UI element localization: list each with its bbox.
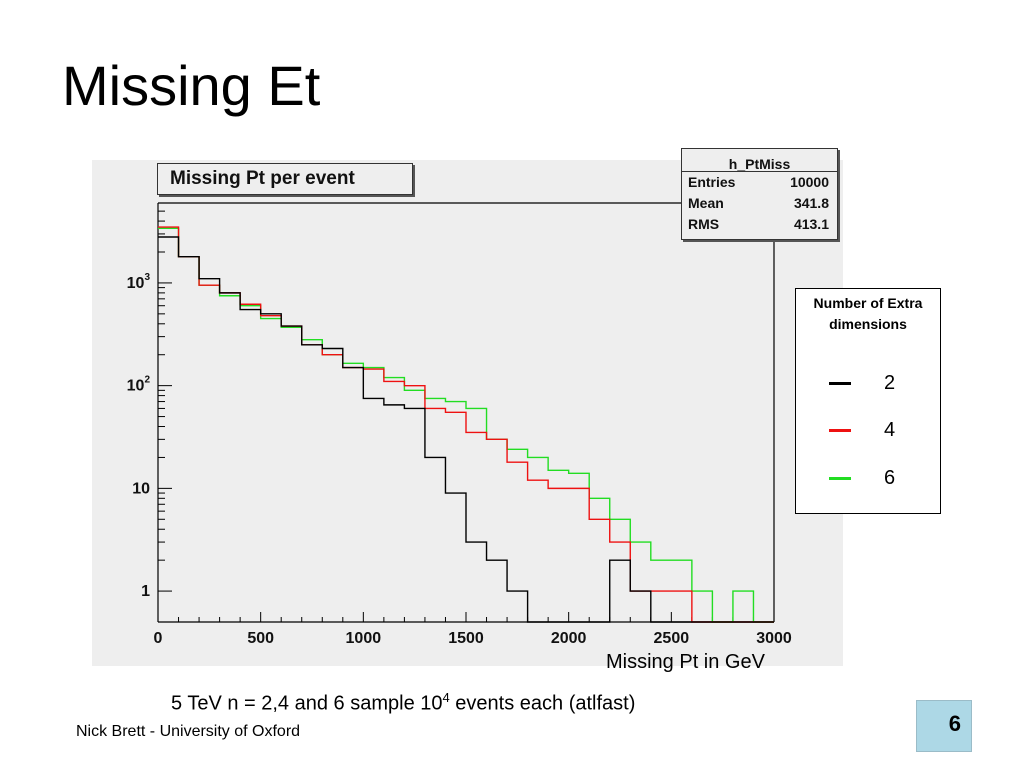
stats-key: RMS [688,216,720,232]
stats-row-entries: Entries 10000 [682,172,837,193]
caption-text: 5 TeV n = 2,4 and 6 sample 10 [171,692,443,715]
y-tick-label: 103 [127,272,151,292]
stats-key: Mean [688,195,724,211]
legend-label: 6 [884,467,896,489]
x-tick-label: 2000 [551,630,587,647]
stats-value: 413.1 [793,216,829,232]
stats-key: Entries [688,174,736,190]
stats-row-rms: RMS 413.1 [682,214,837,235]
y-tick-label: 102 [127,375,151,395]
legend-title: Number of Extra dimensions [813,295,923,332]
stats-header: h_PtMiss [682,149,837,172]
x-tick-label: 2500 [654,630,690,647]
legend-item-2: 2 [796,371,940,395]
x-tick-label: 3000 [756,630,792,647]
caption: 5 TeV n = 2,4 and 6 sample 104 events ea… [171,690,635,716]
legend: Number of Extra dimensions 2 4 6 [795,288,941,514]
y-tick-label: 10 [132,480,150,497]
legend-label: 2 [884,372,896,394]
stats-row-mean: Mean 341.8 [682,193,837,214]
legend-swatch [829,477,851,480]
slide-title: Missing Et [62,54,321,117]
x-tick-label: 500 [247,630,274,647]
x-tick-label: 1000 [346,630,382,647]
stats-value: 10000 [790,174,829,190]
series-4-line [158,226,774,623]
x-axis-label: Missing Pt in GeV [606,651,765,673]
series-2-line [158,236,774,623]
page-number: 6 [916,700,972,752]
legend-swatch [829,382,851,385]
x-tick-label: 0 [154,630,163,647]
legend-item-6: 6 [796,466,940,490]
stats-value: 341.8 [793,195,829,211]
legend-label: 4 [884,419,896,441]
footer-author: Nick Brett - University of Oxford [76,723,301,740]
y-tick-label: 1 [141,583,150,600]
histogram-title: Missing Pt per event [157,163,413,195]
x-tick-label: 1500 [448,630,484,647]
caption-superscript: 4 [442,690,450,705]
legend-swatch [829,429,851,432]
plot-frame [92,160,843,666]
legend-item-4: 4 [796,418,940,442]
stats-box: h_PtMiss Entries 10000 Mean 341.8 RMS 41… [681,148,838,240]
caption-text-end: events each (atlfast) [449,692,636,715]
